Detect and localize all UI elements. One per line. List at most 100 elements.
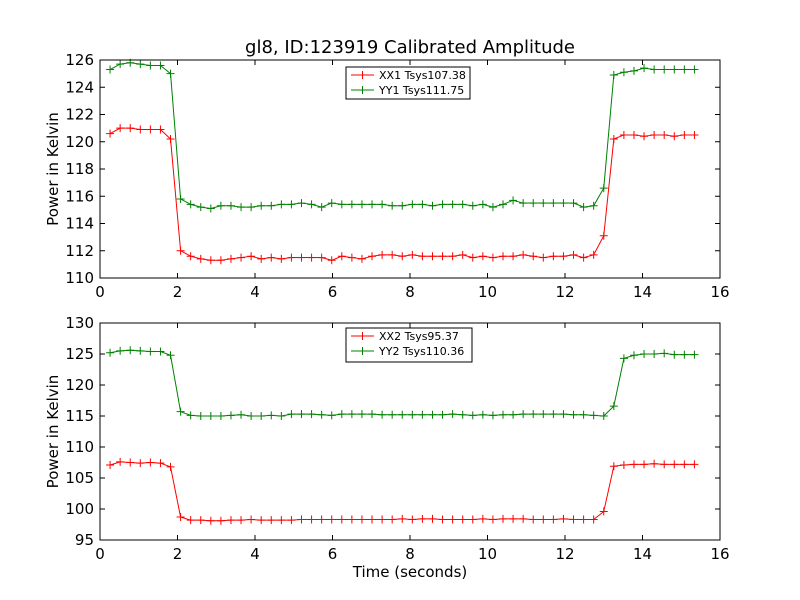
data-point	[146, 347, 155, 356]
data-point	[317, 203, 326, 212]
data-point	[237, 410, 246, 419]
data-point	[347, 200, 356, 209]
data-point	[368, 410, 377, 419]
data-point	[106, 348, 115, 357]
data-point	[186, 516, 195, 525]
data-point	[509, 514, 518, 523]
legend-marker	[358, 332, 367, 340]
data-point	[247, 252, 256, 261]
data-point	[176, 246, 185, 255]
data-point	[559, 199, 568, 208]
data-point	[599, 184, 608, 193]
data-point	[589, 250, 598, 259]
data-point	[257, 412, 266, 420]
data-point	[297, 199, 306, 208]
data-point	[156, 61, 165, 70]
legend: XX1 Tsys107.38 YY1 Tsys111.75	[345, 66, 471, 100]
data-point	[609, 462, 618, 471]
data-point	[106, 460, 115, 469]
x-tick-label: 14	[633, 545, 652, 563]
data-point	[247, 412, 256, 420]
data-point	[216, 256, 225, 265]
data-point	[196, 412, 205, 420]
data-point	[458, 200, 467, 209]
data-point	[670, 132, 679, 141]
data-point	[418, 514, 427, 523]
y-tick-label: 112	[65, 242, 94, 260]
data-point	[529, 515, 538, 524]
legend-entry-label: YY2 Tsys110.36	[378, 345, 464, 358]
data-point	[378, 410, 387, 419]
data-point	[499, 410, 507, 419]
data-point	[619, 460, 628, 469]
x-tick-label: 10	[478, 545, 497, 563]
data-point	[347, 410, 356, 419]
data-point	[277, 254, 286, 263]
data-point	[488, 515, 497, 524]
data-point	[539, 410, 548, 419]
data-point	[519, 199, 528, 208]
data-point	[126, 458, 135, 467]
data-point	[287, 253, 296, 262]
x-tick-label: 14	[633, 283, 652, 301]
data-point	[448, 410, 457, 419]
data-point	[126, 346, 135, 355]
data-point	[418, 200, 427, 209]
data-point	[589, 411, 598, 420]
data-point	[297, 410, 306, 419]
data-point	[438, 410, 447, 419]
data-point	[529, 199, 538, 208]
legend-marker	[358, 347, 367, 355]
data-point	[166, 462, 175, 471]
data-point	[368, 515, 377, 524]
data-point	[146, 61, 155, 70]
data-point	[206, 412, 215, 420]
data-point	[257, 516, 266, 525]
data-point	[156, 459, 165, 468]
data-point	[156, 347, 165, 356]
data-point	[629, 460, 638, 469]
data-point	[468, 201, 477, 210]
data-point	[428, 410, 437, 419]
data-point	[640, 350, 649, 358]
data-point	[398, 410, 407, 419]
data-point	[619, 130, 628, 139]
data-point	[478, 252, 487, 261]
data-point	[428, 201, 437, 210]
data-point	[499, 252, 507, 261]
data-point	[307, 515, 316, 524]
data-point	[690, 65, 699, 74]
data-point	[206, 256, 215, 265]
data-point	[317, 515, 326, 524]
data-point	[438, 200, 447, 209]
data-point	[287, 516, 296, 525]
data-point	[609, 402, 618, 411]
data-point	[559, 252, 568, 261]
data-point	[499, 200, 507, 209]
data-point	[267, 516, 276, 525]
data-point	[619, 68, 628, 77]
data-point	[569, 250, 578, 259]
data-point	[247, 203, 256, 212]
data-point	[388, 250, 397, 259]
x-tick-label: 10	[478, 283, 497, 301]
legend-marker	[358, 71, 367, 79]
data-point	[499, 514, 507, 523]
y-axis-label: Power in Kelvin	[44, 375, 62, 489]
legend-box	[345, 66, 471, 100]
data-point	[539, 515, 548, 524]
x-tick-label: 2	[173, 283, 183, 301]
data-point	[529, 410, 538, 419]
data-point	[267, 411, 276, 420]
x-tick-label: 16	[710, 283, 729, 301]
y-tick-label: 126	[65, 51, 94, 69]
data-point	[579, 515, 588, 524]
data-point	[559, 410, 568, 419]
data-point	[690, 130, 699, 139]
y-tick-label: 125	[65, 345, 94, 363]
data-point	[428, 252, 437, 261]
data-point	[267, 201, 276, 210]
data-point	[478, 410, 487, 419]
data-point	[196, 516, 205, 525]
data-point	[559, 514, 568, 523]
